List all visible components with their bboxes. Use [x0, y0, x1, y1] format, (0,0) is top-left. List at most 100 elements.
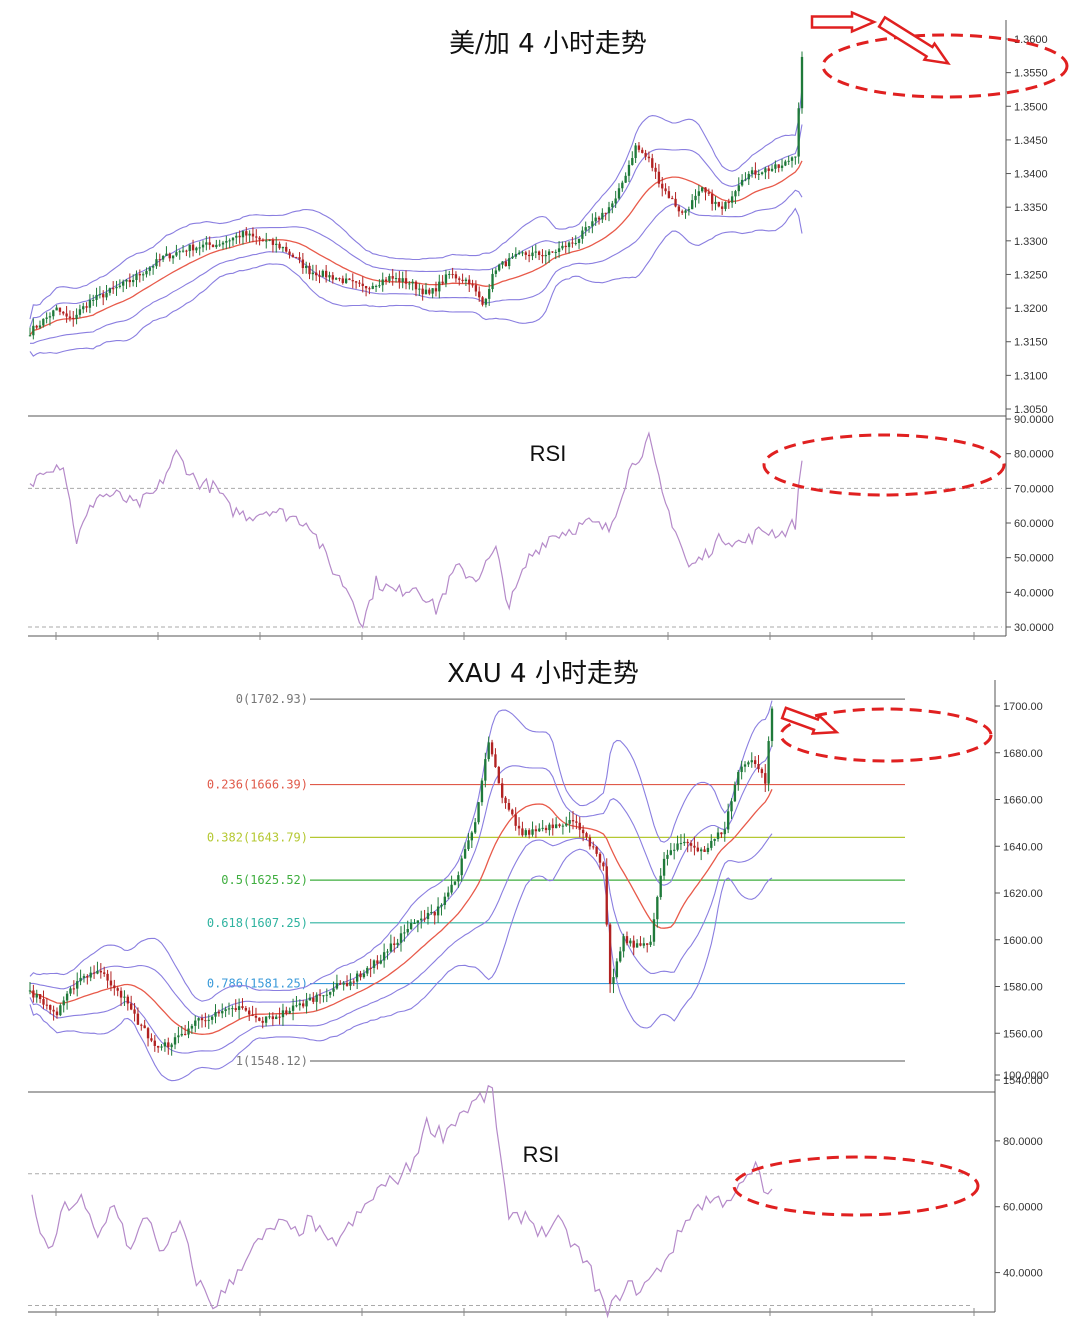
candle-body: [511, 256, 514, 259]
candle-body: [99, 970, 103, 973]
candle-body: [122, 281, 125, 286]
candle-body: [143, 1025, 146, 1029]
xau-chart-title: XAU 4 小时走势: [447, 659, 639, 689]
candle-body: [265, 240, 268, 242]
candle-body: [730, 196, 734, 203]
candle-body: [238, 235, 241, 238]
candle-body: [438, 281, 441, 292]
candle-body: [352, 981, 355, 983]
candle-body: [754, 170, 757, 175]
candle-body: [372, 960, 376, 968]
candle-body: [737, 772, 740, 785]
y-tick-label: 1700.00: [1003, 701, 1043, 713]
candle-body: [767, 168, 770, 171]
outline-arrow-icon: [877, 15, 951, 66]
candle-body: [750, 170, 754, 174]
candle-body: [703, 849, 706, 852]
candle-body: [713, 838, 716, 841]
candle-body: [544, 827, 548, 831]
candle-body: [666, 854, 669, 859]
candle-body: [662, 858, 666, 876]
candle-body: [608, 924, 612, 984]
candle-body: [423, 918, 426, 920]
candle-body: [524, 252, 527, 255]
candle-body: [764, 773, 767, 784]
candle-body: [145, 270, 148, 275]
usdcad-rsi-panel: 30.0000 40.0000 50.0000 60.0000 70.0000 80.00…: [28, 414, 1054, 634]
candle-body: [331, 275, 334, 280]
candle-body: [757, 173, 760, 175]
candle-body: [409, 923, 413, 930]
candle-body: [288, 1010, 291, 1014]
candle-body: [433, 912, 436, 916]
candle-body: [416, 920, 420, 924]
candle-body: [228, 240, 231, 242]
candle-body: [557, 248, 561, 252]
candle-body: [447, 892, 450, 897]
candle-body: [354, 281, 358, 283]
candle-body: [450, 884, 453, 893]
candle-body: [674, 198, 677, 207]
candle-body: [517, 825, 521, 829]
candle-body: [534, 829, 538, 832]
candle-body: [568, 820, 571, 824]
candle-body: [38, 994, 42, 1000]
candle-body: [131, 280, 135, 283]
candle-body: [514, 254, 517, 257]
candle-body: [704, 187, 707, 193]
candle-body: [597, 217, 601, 220]
candle-body: [598, 853, 602, 863]
candle-body: [62, 1000, 65, 1006]
candle-body: [102, 294, 105, 298]
candle-body: [531, 252, 534, 257]
candle-body: [797, 108, 800, 157]
candle-body: [554, 824, 558, 829]
y-tick-label: 1560.00: [1003, 1028, 1043, 1040]
candle-body: [588, 837, 592, 847]
outline-arrow-icon: [810, 10, 878, 34]
candle-body: [185, 250, 188, 252]
candle-body: [691, 200, 694, 210]
candle-body: [577, 238, 581, 244]
candle-body: [679, 843, 683, 845]
candle-body: [325, 994, 328, 996]
candle-body: [271, 1016, 275, 1020]
candle-body: [629, 940, 632, 944]
candle-body: [642, 943, 646, 946]
candle-body: [551, 251, 554, 253]
candle-body: [119, 990, 123, 998]
candle-body: [541, 255, 544, 257]
candle-body: [301, 259, 305, 269]
candle-body: [68, 316, 72, 318]
y-tick-label: 80.0000: [1014, 449, 1054, 461]
candle-body: [443, 896, 447, 905]
candle-body: [578, 822, 581, 830]
y-tick-label: 50.0000: [1014, 553, 1054, 565]
candle-body: [733, 784, 737, 802]
candle-body: [384, 279, 388, 282]
candle-body: [291, 254, 295, 258]
candle-body: [411, 281, 414, 284]
annotations: [732, 10, 1069, 1217]
candle-body: [726, 811, 730, 830]
candle-body: [128, 279, 131, 283]
candle-body: [676, 843, 679, 850]
dashed-ellipse-annotation: [821, 33, 1069, 99]
y-tick-label: 40.0000: [1003, 1268, 1043, 1280]
candle-body: [592, 846, 595, 848]
candle-body: [235, 235, 238, 238]
xau-price-panel: 1540.00 1560.00 1580.00 1600.00 1620.00 1640.…: [28, 692, 1043, 1087]
candle-body: [764, 168, 767, 173]
candle-body: [308, 997, 312, 1001]
candle-body: [504, 797, 507, 804]
candle-body: [508, 258, 511, 267]
candle-body: [351, 280, 354, 282]
candle-body: [393, 943, 396, 945]
y-tick-label: 1.3400: [1014, 169, 1048, 181]
candle-body: [468, 279, 471, 285]
candle-body: [295, 1005, 298, 1007]
candle-body: [140, 1024, 143, 1026]
candle-body: [298, 1003, 301, 1006]
candle-body: [175, 252, 178, 256]
candle-body: [631, 158, 634, 165]
